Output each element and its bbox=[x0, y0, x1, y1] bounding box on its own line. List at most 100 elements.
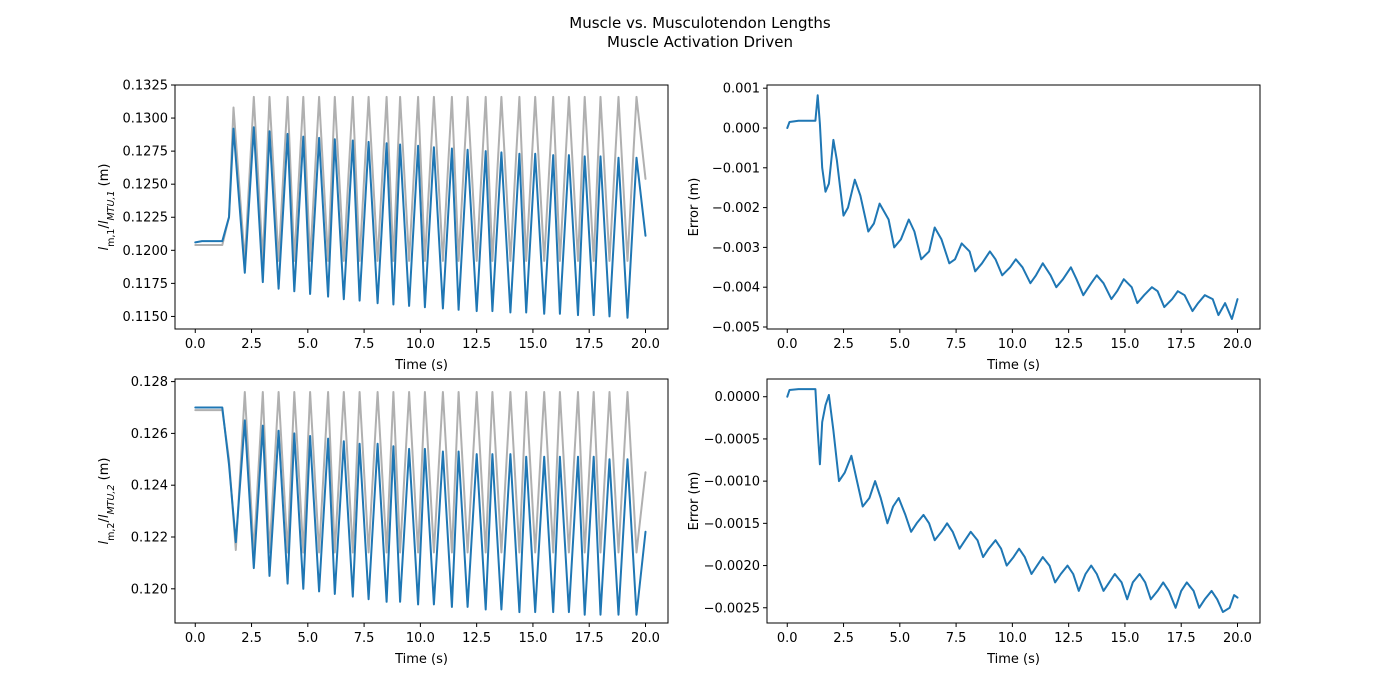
x-tick-label: 10.0 bbox=[998, 631, 1027, 646]
x-tick-label: 10.0 bbox=[406, 631, 435, 646]
y-label-separator: / bbox=[97, 518, 112, 523]
y-tick-label: 0.1300 bbox=[123, 112, 169, 127]
x-tick-label: 12.5 bbox=[462, 337, 491, 352]
y-tick-label: −0.002 bbox=[712, 201, 760, 216]
x-tick-label: 7.5 bbox=[946, 631, 967, 646]
series-line-error bbox=[786, 94, 1239, 320]
x-tick-label: 15.0 bbox=[1110, 337, 1139, 352]
series-line-muscle bbox=[194, 126, 647, 319]
x-tick-label: 5.0 bbox=[297, 337, 318, 352]
subplot-top-left: 0.0 2.5 5.0 7.5 10.0 12.5 15.0 17.5 20.0 0.1150 0.… bbox=[97, 79, 669, 373]
y-label-symbol: l bbox=[97, 514, 112, 518]
y-tick-label: −0.001 bbox=[712, 161, 760, 176]
x-tick-label: 7.5 bbox=[946, 337, 967, 352]
y-tick-label: 0.1150 bbox=[123, 310, 169, 325]
y-tick-label: −0.0020 bbox=[704, 559, 760, 574]
y-tick-label: −0.005 bbox=[712, 321, 760, 336]
x-tick-label: 12.5 bbox=[462, 631, 491, 646]
y-tick-label: 0.0000 bbox=[715, 390, 761, 405]
y-tick-label: 0.1200 bbox=[123, 244, 169, 259]
y-tick-label: 0.1275 bbox=[123, 145, 169, 160]
y-tick-label: −0.0005 bbox=[704, 432, 760, 447]
x-axis-label: Time (s) bbox=[394, 652, 448, 667]
series-line-error bbox=[786, 388, 1239, 613]
y-tick-label: −0.0010 bbox=[704, 475, 760, 490]
y-label-unit: (m) bbox=[97, 458, 112, 485]
y-label-subscript: m,2 bbox=[106, 523, 117, 541]
x-tick-label: 7.5 bbox=[354, 337, 375, 352]
y-tick-label: 0.001 bbox=[723, 82, 760, 97]
x-tick-label: 2.5 bbox=[833, 337, 854, 352]
series-line-muscle bbox=[194, 406, 647, 616]
x-axis-label: Time (s) bbox=[986, 652, 1040, 667]
x-tick-label: 20.0 bbox=[1223, 631, 1252, 646]
subplot-bottom-right: 0.0 2.5 5.0 7.5 10.0 12.5 15.0 17.5 20.0 −0.0025 −… bbox=[687, 378, 1261, 667]
series-line-musculotendon bbox=[194, 391, 647, 554]
y-tick-label: 0.126 bbox=[131, 427, 168, 442]
subplot-top-right: 0.0 2.5 5.0 7.5 10.0 12.5 15.0 17.5 20.0 −0.005 −0… bbox=[687, 82, 1261, 373]
y-label-subscript: MTU,1 bbox=[106, 190, 117, 220]
y-tick-label: 0.1325 bbox=[123, 79, 169, 94]
y-tick-label: 0.1175 bbox=[123, 277, 169, 292]
y-label-symbol: l bbox=[97, 220, 112, 224]
x-tick-label: 20.0 bbox=[1223, 337, 1252, 352]
y-axis-label: Error (m) bbox=[687, 178, 702, 237]
y-tick-label: 0.000 bbox=[723, 121, 760, 136]
x-tick-label: 10.0 bbox=[998, 337, 1027, 352]
y-label-symbol: l bbox=[97, 246, 112, 250]
y-label-symbol: l bbox=[97, 540, 112, 544]
y-label-separator: / bbox=[97, 224, 112, 229]
x-tick-label: 0.0 bbox=[185, 631, 206, 646]
x-axis-label: Time (s) bbox=[986, 358, 1040, 373]
series-line-musculotendon bbox=[194, 95, 647, 262]
y-tick-label: 0.122 bbox=[131, 531, 168, 546]
x-tick-label: 20.0 bbox=[631, 631, 660, 646]
figure-title-line-2: Muscle Activation Driven bbox=[606, 33, 794, 51]
x-axis-label: Time (s) bbox=[394, 358, 448, 373]
x-tick-label: 0.0 bbox=[777, 337, 798, 352]
x-tick-label: 5.0 bbox=[297, 631, 318, 646]
x-tick-label: 10.0 bbox=[406, 337, 435, 352]
axes-frame bbox=[174, 84, 669, 330]
y-tick-label: −0.0015 bbox=[704, 517, 760, 532]
x-tick-label: 5.0 bbox=[889, 337, 910, 352]
x-tick-label: 12.5 bbox=[1054, 337, 1083, 352]
y-tick-label: 0.1225 bbox=[123, 211, 169, 226]
y-tick-label: 0.124 bbox=[131, 479, 168, 494]
x-tick-label: 17.5 bbox=[1167, 631, 1196, 646]
y-axis-label: Error (m) bbox=[687, 472, 702, 531]
y-label-subscript: m,1 bbox=[106, 229, 117, 247]
y-tick-label: −0.003 bbox=[712, 241, 760, 256]
figure-title-line-1: Muscle vs. Musculotendon Lengths bbox=[569, 14, 831, 32]
x-tick-label: 15.0 bbox=[1110, 631, 1139, 646]
x-tick-label: 5.0 bbox=[889, 631, 910, 646]
x-tick-label: 17.5 bbox=[1167, 337, 1196, 352]
y-axis-label: lm,2/lMTU,2 (m) bbox=[97, 458, 117, 545]
x-tick-label: 15.0 bbox=[518, 337, 547, 352]
x-tick-label: 7.5 bbox=[354, 631, 375, 646]
x-tick-label: 2.5 bbox=[833, 631, 854, 646]
y-tick-label: −0.004 bbox=[712, 281, 760, 296]
y-label-unit: (m) bbox=[97, 164, 112, 191]
y-tick-label: 0.120 bbox=[131, 582, 168, 597]
figure-title: Muscle vs. Musculotendon Lengths Muscle … bbox=[0, 14, 1400, 52]
y-axis-label: lm,1/lMTU,1 (m) bbox=[97, 164, 117, 251]
subplot-bottom-left: 0.0 2.5 5.0 7.5 10.0 12.5 15.0 17.5 20.0 0.120 0.1… bbox=[97, 375, 669, 667]
y-tick-label: 0.1250 bbox=[123, 178, 169, 193]
x-tick-label: 2.5 bbox=[241, 337, 262, 352]
x-tick-label: 15.0 bbox=[518, 631, 547, 646]
x-tick-label: 20.0 bbox=[631, 337, 660, 352]
y-label-subscript: MTU,2 bbox=[106, 484, 117, 514]
x-tick-label: 12.5 bbox=[1054, 631, 1083, 646]
y-tick-label: −0.0025 bbox=[704, 601, 760, 616]
axes-frame bbox=[766, 84, 1261, 330]
axes-frame bbox=[174, 378, 669, 624]
x-tick-label: 0.0 bbox=[185, 337, 206, 352]
x-tick-label: 17.5 bbox=[575, 631, 604, 646]
y-tick-label: 0.128 bbox=[131, 375, 168, 390]
x-tick-label: 17.5 bbox=[575, 337, 604, 352]
x-tick-label: 2.5 bbox=[241, 631, 262, 646]
axes-frame bbox=[766, 378, 1261, 624]
